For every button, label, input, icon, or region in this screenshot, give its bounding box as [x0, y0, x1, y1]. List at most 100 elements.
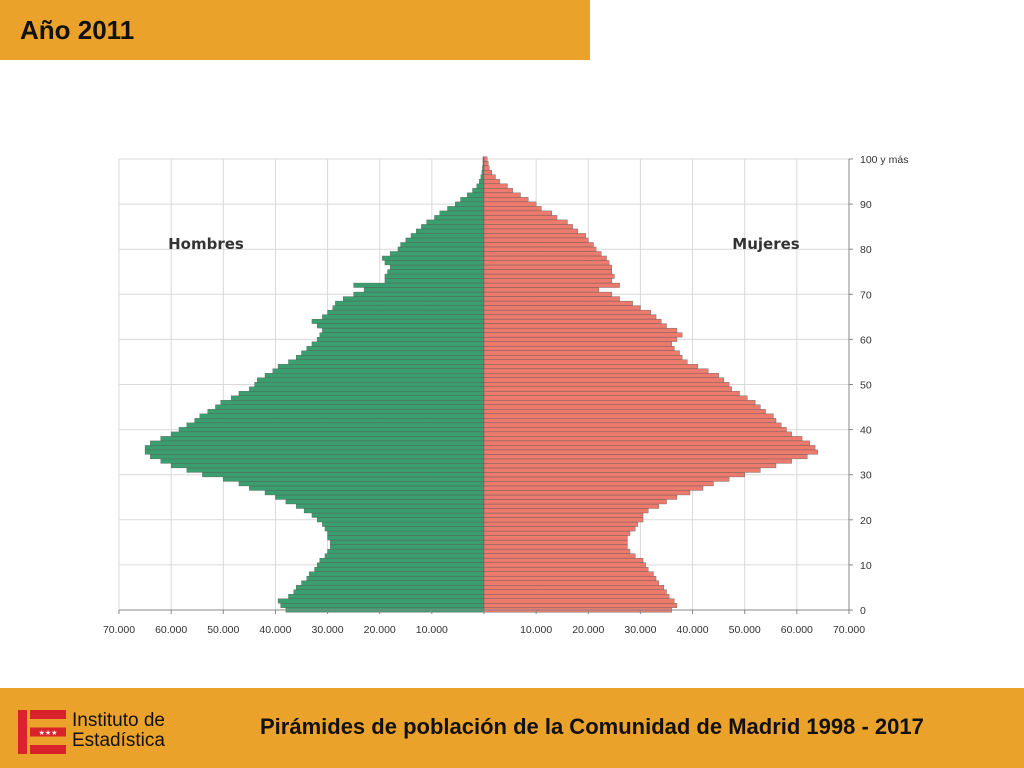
bar-mujeres-age-66: [483, 309, 652, 315]
bar-hombres-age-37: [150, 440, 485, 446]
bar-hombres-age-77: [384, 260, 485, 266]
bar-mujeres-age-71: [483, 287, 599, 293]
bar-mujeres-age-80: [483, 246, 597, 252]
bar-mujeres-age-35: [483, 449, 818, 455]
bar-hombres-age-87: [434, 215, 485, 221]
bar-mujeres-age-11: [483, 557, 644, 563]
bar-mujeres-age-87: [483, 215, 558, 221]
bar-mujeres-age-55: [483, 359, 688, 365]
bar-hombres-age-39: [170, 431, 485, 437]
bar-mujeres-age-34: [483, 454, 808, 460]
bar-mujeres-age-48: [483, 391, 740, 396]
bar-mujeres-age-62: [483, 327, 678, 333]
bar-mujeres-age-60: [483, 336, 678, 342]
bar-hombres-age-13: [327, 548, 485, 554]
bar-hombres-age-17: [327, 530, 485, 536]
bar-mujeres-age-23: [483, 503, 659, 509]
bar-hombres-age-29: [223, 476, 485, 482]
bar-mujeres-age-6: [483, 580, 659, 586]
logo-text: Instituto de Estadística: [72, 711, 165, 751]
bar-hombres-age-3: [288, 594, 485, 599]
bar-mujeres-age-78: [483, 255, 607, 261]
bar-mujeres-age-15: [483, 539, 628, 545]
bar-mujeres-age-16: [483, 535, 628, 541]
bar-hombres-age-6: [301, 580, 485, 586]
bar-mujeres-age-85: [483, 224, 573, 230]
bar-hombres-age-66: [327, 309, 485, 315]
bar-mujeres-age-100: [483, 156, 488, 162]
page-title: Año 2011: [20, 15, 135, 45]
bar-mujeres-age-18: [483, 526, 636, 532]
bar-hombres-age-2: [277, 598, 485, 604]
bar-hombres-age-45: [215, 404, 485, 410]
bar-hombres-age-60: [316, 336, 485, 342]
bar-hombres-age-19: [322, 521, 485, 527]
bar-mujeres-age-28: [483, 481, 714, 487]
bar-hombres-age-24: [285, 499, 485, 505]
bar-mujeres-age-70: [483, 291, 612, 297]
bar-mujeres-age-73: [483, 278, 612, 284]
bar-hombres-age-79: [389, 251, 485, 257]
footer-caption: Pirámides de población de la Comunidad d…: [260, 714, 924, 739]
population-pyramid-chart: 70.000 60.000 50.000 40.000 30.000 20.000 10.0…: [103, 154, 909, 636]
x-tick-label: 60.000: [155, 624, 187, 636]
bar-mujeres-age-86: [483, 219, 568, 225]
bar-hombres-age-55: [288, 359, 485, 365]
bar-mujeres-age-36: [483, 445, 816, 451]
bar-hombres-age-4: [293, 589, 485, 595]
bar-hombres-age-84: [416, 228, 485, 234]
bar-mujeres-age-26: [483, 490, 691, 496]
bar-mujeres-age-84: [483, 228, 579, 234]
bar-hombres-age-49: [249, 386, 485, 392]
bar-mujeres-age-30: [483, 472, 745, 478]
bar-mujeres-age-52: [483, 373, 719, 378]
bar-hombres-age-83: [410, 233, 485, 239]
bar-mujeres-age-42: [483, 418, 777, 423]
bar-mujeres-age-44: [483, 409, 766, 414]
bar-mujeres-age-75: [483, 269, 612, 275]
bar-mujeres-age-41: [483, 422, 782, 428]
bar-mujeres-age-31: [483, 467, 761, 473]
bar-mujeres-age-89: [483, 206, 542, 212]
bar-mujeres-age-45: [483, 404, 761, 410]
bar-hombres-age-65: [322, 314, 485, 320]
bar-mujeres-age-90: [483, 201, 537, 207]
bar-hombres-age-15: [330, 539, 485, 545]
bar-hombres-age-81: [400, 242, 485, 248]
bar-mujeres-age-38: [483, 436, 803, 442]
bar-hombres-age-96: [480, 174, 485, 180]
bar-mujeres-age-99: [483, 161, 489, 166]
bar-mujeres-age-81: [483, 242, 594, 248]
bar-hombres-age-41: [186, 422, 485, 428]
bar-mujeres-age-57: [483, 350, 680, 356]
bar-mujeres-age-47: [483, 395, 748, 401]
bar-hombres-age-56: [296, 355, 485, 360]
bar-hombres-age-94: [476, 183, 485, 189]
y-tick-label: 30: [860, 470, 872, 482]
bar-hombres-age-12: [324, 553, 485, 559]
bar-hombres-age-5: [296, 585, 485, 590]
bar-mujeres-age-10: [483, 562, 646, 568]
bar-mujeres-age-59: [483, 341, 672, 347]
bar-hombres-age-33: [160, 458, 485, 464]
bar-hombres-age-38: [160, 436, 485, 442]
bar-mujeres-age-72: [483, 282, 620, 288]
bar-mujeres-age-67: [483, 305, 641, 311]
bar-hombres-age-92: [467, 192, 485, 198]
bar-mujeres-age-98: [483, 165, 490, 171]
bar-mujeres-age-93: [483, 188, 513, 193]
bar-mujeres-age-56: [483, 355, 683, 360]
bar-hombres-age-53: [272, 368, 485, 374]
bar-mujeres-age-74: [483, 273, 615, 279]
bar-mujeres-age-97: [483, 170, 492, 175]
bar-hombres-age-30: [202, 472, 485, 478]
bar-mujeres-age-51: [483, 377, 725, 383]
bar-hombres-age-68: [335, 300, 485, 306]
bar-mujeres-age-92: [483, 192, 521, 198]
bar-hombres-age-93: [472, 188, 485, 193]
bar-hombres-age-22: [303, 508, 485, 514]
bar-hombres-age-21: [311, 512, 485, 518]
bar-mujeres-age-3: [483, 594, 670, 599]
bar-hombres-age-51: [257, 377, 485, 383]
bar-mujeres-age-14: [483, 544, 628, 550]
